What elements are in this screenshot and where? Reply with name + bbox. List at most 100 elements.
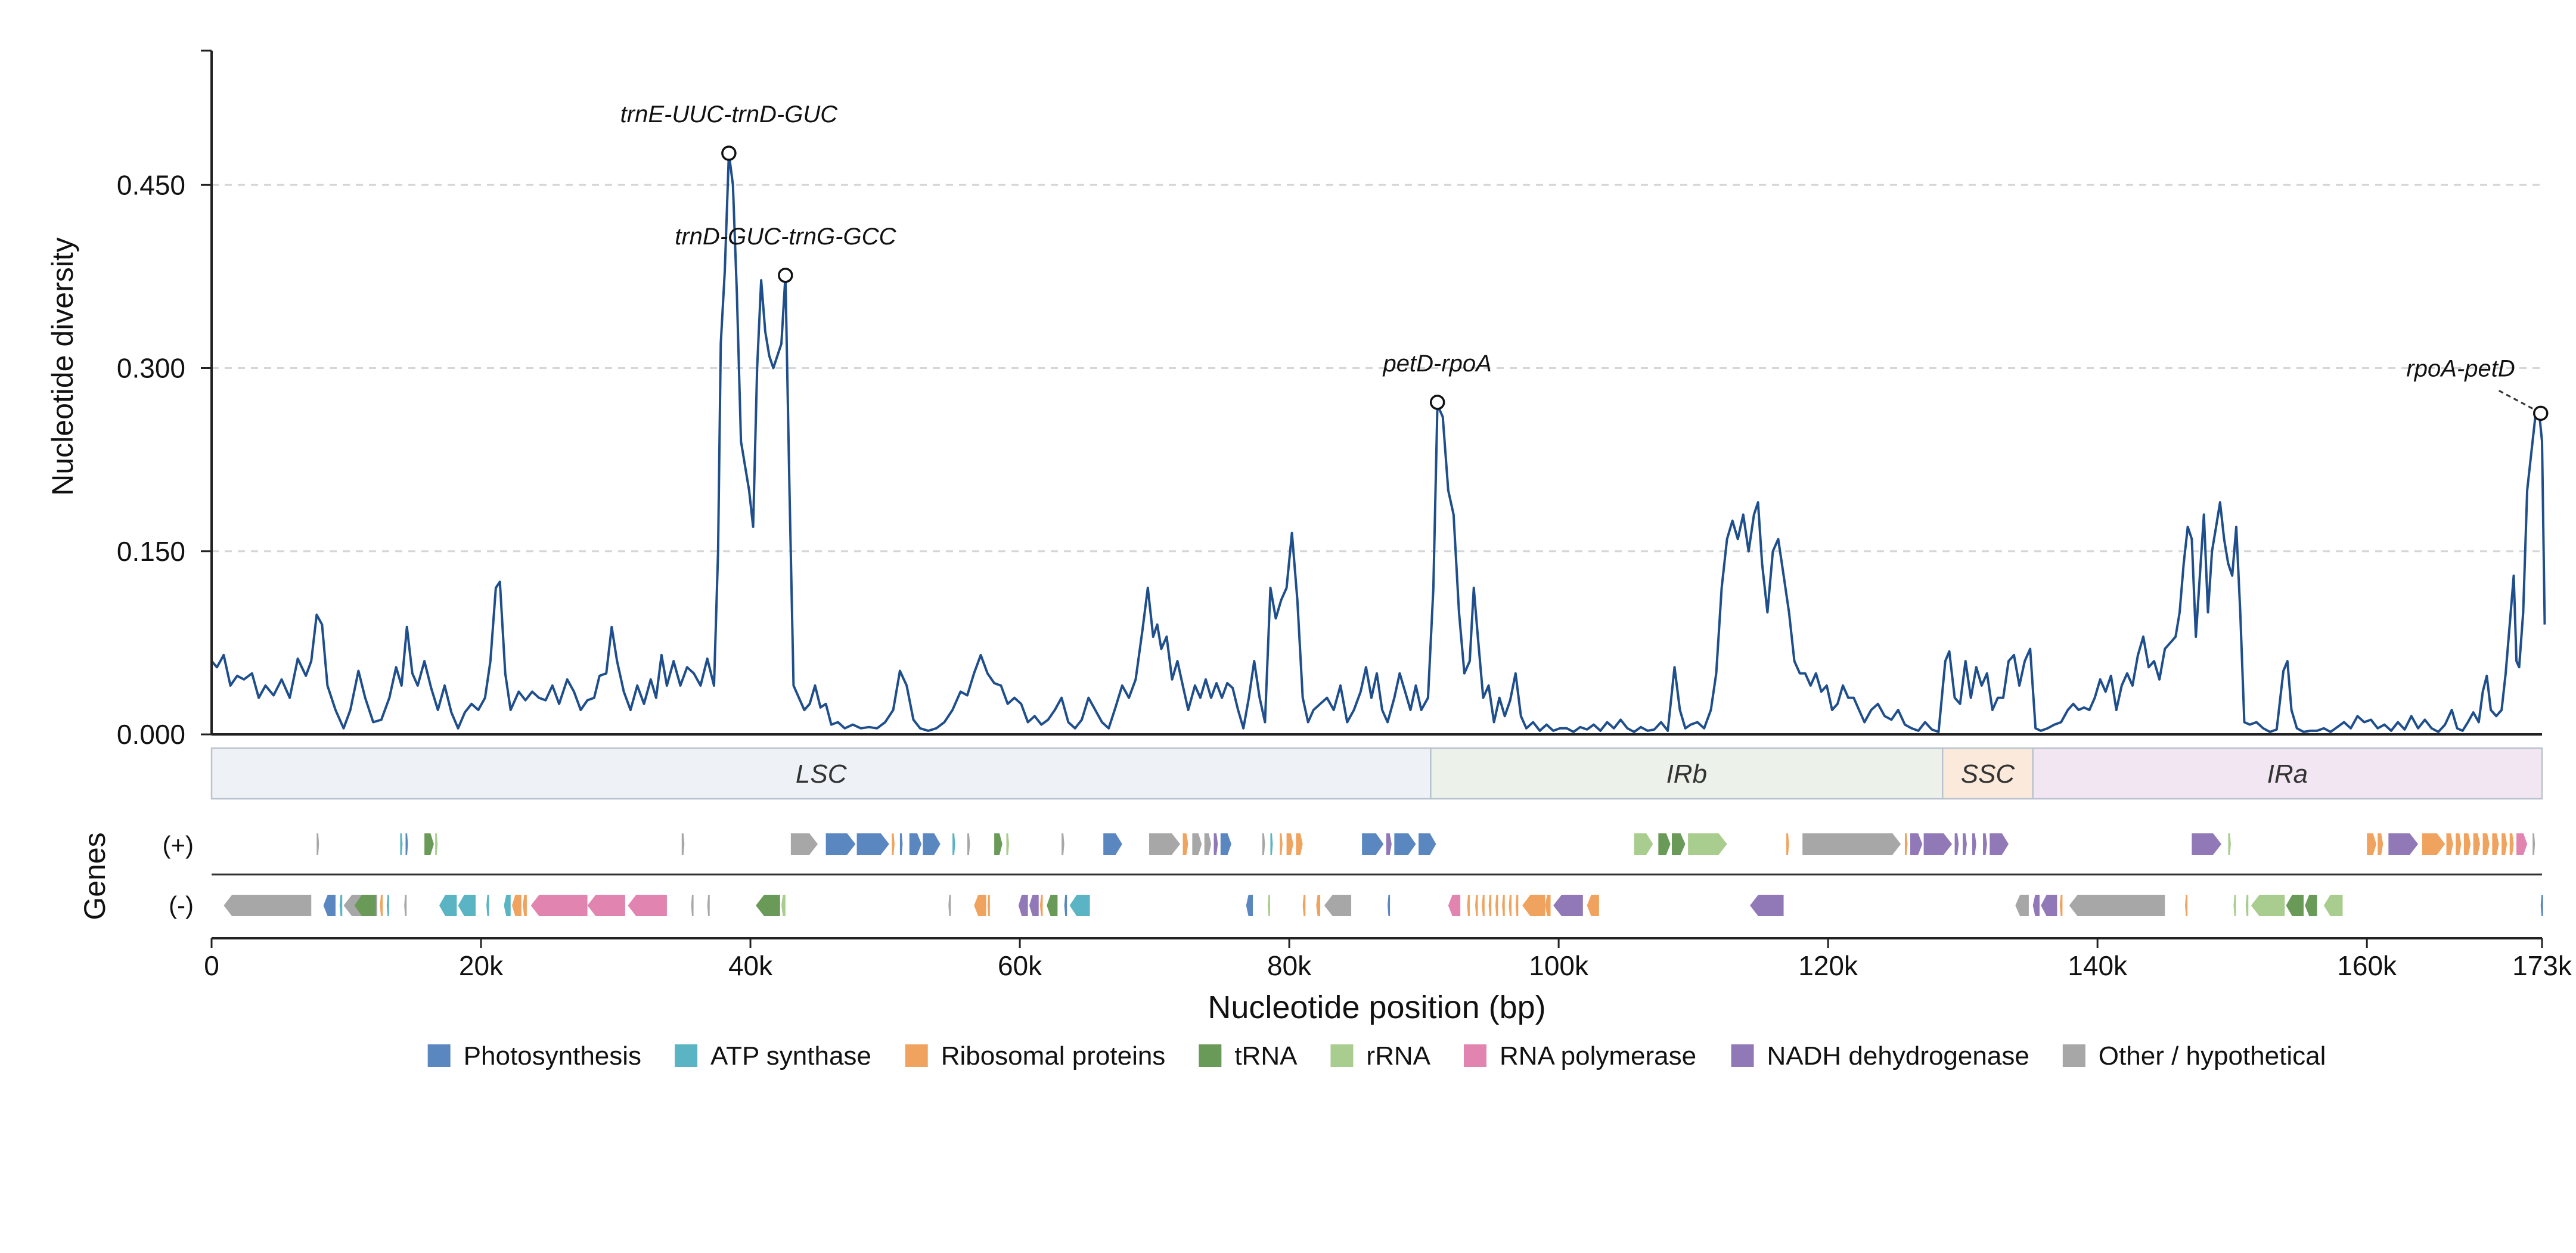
gene-track <box>212 833 2543 916</box>
gene-block <box>1394 833 1416 855</box>
legend-label: Photosynthesis <box>464 1041 641 1071</box>
legend-swatch <box>905 1044 928 1067</box>
gene-block <box>486 895 489 916</box>
legend-label: RNA polymerase <box>1500 1041 1696 1071</box>
legend: Photosynthesis ATP synthase Ribosomal prot… <box>427 1041 2326 1071</box>
region-label: IRa <box>2267 759 2308 789</box>
gene-block <box>1587 895 1599 916</box>
gene-block <box>1482 895 1485 916</box>
peak-label: rpoA-petD <box>2406 355 2515 382</box>
gene-block <box>2482 833 2490 855</box>
gene-block <box>458 895 476 916</box>
gene-block <box>1467 895 1470 916</box>
gene-block <box>948 895 951 916</box>
gene-block <box>1904 833 1908 855</box>
gene-block <box>1246 895 1253 916</box>
gene-block <box>2532 833 2535 855</box>
gene-block <box>825 833 856 855</box>
gene-block <box>2192 833 2222 855</box>
gene-block <box>1204 833 1212 855</box>
gene-block <box>1220 833 1231 855</box>
gene-block <box>923 833 941 855</box>
legend-swatch <box>2062 1044 2085 1067</box>
gene-block <box>2446 833 2453 855</box>
region-label: IRb <box>1666 759 1707 789</box>
gene-block <box>1213 833 1218 855</box>
y-axis-label: Nucleotide diversity <box>46 237 79 496</box>
gene-track-label: Genes <box>78 832 111 920</box>
strand-label-plus: (+) <box>163 831 194 859</box>
diversity-plot <box>210 152 2546 733</box>
gene-block <box>1280 833 1283 855</box>
legend-swatch <box>1463 1044 1486 1067</box>
gene-block <box>707 895 710 916</box>
gene-block <box>2509 833 2514 855</box>
x-tick-label: 160k <box>2337 950 2397 981</box>
gene-block <box>2540 895 2543 916</box>
x-tick-label: 80k <box>1267 950 1312 981</box>
gene-block <box>756 895 780 916</box>
gene-block <box>899 833 903 855</box>
y-tick-label: 0.450 <box>117 169 185 200</box>
gene-block <box>1192 833 1202 855</box>
gene-block <box>994 833 1003 855</box>
gene-block <box>1502 895 1505 916</box>
gene-block <box>2501 833 2507 855</box>
gene-block <box>2473 833 2481 855</box>
peak-label: trnD-GUC-trnG-GCC <box>675 224 896 250</box>
gene-block <box>523 895 527 916</box>
gene-block <box>1963 833 1967 855</box>
gene-block <box>952 833 955 855</box>
strand-label-minus: (-) <box>169 891 194 919</box>
gene-block <box>2041 895 2057 916</box>
legend-label: ATP synthase <box>710 1041 871 1071</box>
gene-block <box>1039 895 1043 916</box>
gene-block <box>1545 895 1551 916</box>
gene-block <box>1634 833 1653 855</box>
x-tick-label: 60k <box>998 950 1042 981</box>
peak-annotations: trnE-UUC-trnD-GUC trnD-GUC-trnG-GCC petD-r… <box>620 101 2549 421</box>
gene-block <box>1149 833 1181 855</box>
gene-block <box>1448 895 1461 916</box>
legend-label: rRNA <box>1366 1041 1430 1071</box>
gridlines <box>212 184 2542 553</box>
gene-block <box>2251 895 2285 916</box>
gene-block <box>404 895 407 916</box>
gene-block <box>1495 895 1498 916</box>
x-tick-label: 0 <box>204 950 219 981</box>
gene-block <box>892 833 895 855</box>
legend-swatch <box>675 1044 698 1067</box>
gene-block <box>1029 895 1039 916</box>
gene-block <box>1972 833 1976 855</box>
gene-block <box>1954 833 1959 855</box>
x-tick-label: 40k <box>728 950 773 981</box>
legend-label: tRNA <box>1234 1041 1298 1071</box>
gene-block <box>2233 895 2236 916</box>
gene-block <box>1006 833 1009 855</box>
gene-block <box>1509 895 1512 916</box>
gene-block <box>424 833 434 855</box>
gene-block <box>2323 895 2343 916</box>
gene-block <box>2388 833 2419 855</box>
gene-block <box>974 895 986 916</box>
gene-block <box>1990 833 2009 855</box>
legend-label: NADH dehydrogenase <box>1767 1041 2029 1071</box>
region-band <box>2032 747 2543 800</box>
region-label: LSC <box>796 759 848 789</box>
gene-block <box>1064 895 1067 916</box>
gene-block <box>2367 833 2377 855</box>
gene-block <box>1688 833 1727 855</box>
gene-block <box>1062 833 1064 855</box>
gene-block <box>2032 895 2040 916</box>
gene-block <box>224 895 312 916</box>
axes: 0.000 0.150 0.300 0.450 0 20k 40k 60k 80k 100k 120… <box>117 49 2572 981</box>
gene-block <box>1388 895 1391 916</box>
gene-block <box>1522 895 1545 916</box>
legend-label: Ribosomal proteins <box>941 1041 1166 1071</box>
y-tick-label: 0.000 <box>117 719 185 750</box>
gene-block <box>587 895 625 916</box>
gene-block <box>2516 833 2528 855</box>
legend-label: Other / hypothetical <box>2099 1041 2326 1071</box>
gene-block <box>1270 833 1273 855</box>
